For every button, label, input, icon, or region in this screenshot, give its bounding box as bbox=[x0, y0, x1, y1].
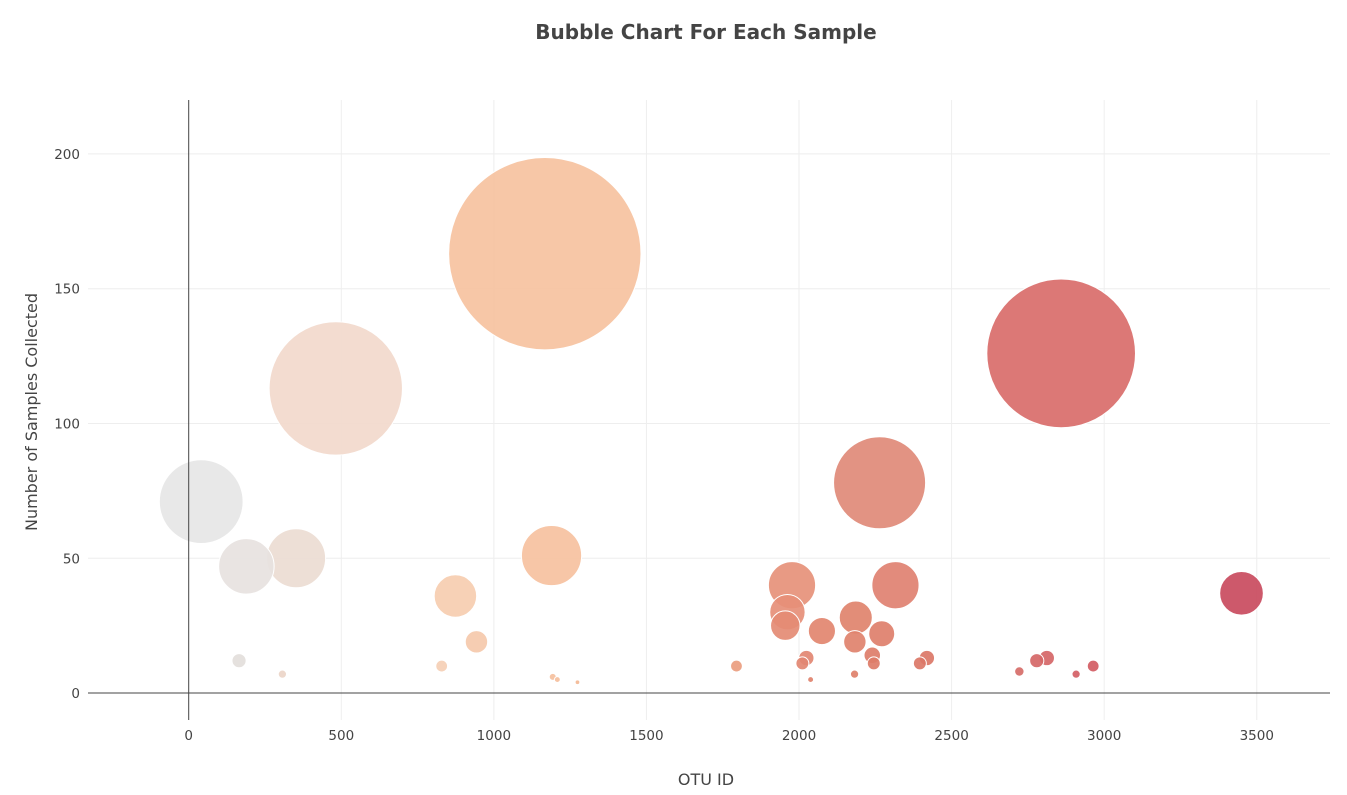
bubble-point[interactable] bbox=[158, 459, 244, 545]
bubble-point[interactable] bbox=[1086, 659, 1100, 673]
bubble-point[interactable] bbox=[433, 574, 478, 618]
bubble-point[interactable] bbox=[1014, 666, 1025, 677]
bubble-point[interactable] bbox=[574, 679, 581, 686]
bubble-point[interactable] bbox=[1219, 570, 1264, 616]
bubble-point[interactable] bbox=[553, 676, 561, 684]
bubble-point[interactable] bbox=[448, 156, 642, 351]
bubble-point[interactable] bbox=[218, 538, 275, 595]
bubble-series bbox=[158, 156, 1264, 686]
x-tick-labels: 0 500 1000 1500 2000 2500 3000 3500 bbox=[184, 728, 1274, 744]
bubble-point[interactable] bbox=[986, 278, 1136, 429]
x-axis-title: OTU ID bbox=[678, 770, 734, 789]
y-tick-labels: 0 50 100 150 200 bbox=[54, 147, 80, 702]
y-tick-label: 100 bbox=[54, 416, 80, 432]
y-tick-label: 200 bbox=[54, 147, 80, 163]
bubble-point[interactable] bbox=[838, 600, 873, 635]
bubble-point[interactable] bbox=[1071, 669, 1081, 679]
bubble-point[interactable] bbox=[520, 524, 583, 587]
bubble-point[interactable] bbox=[268, 321, 403, 456]
x-tick-label: 2000 bbox=[782, 728, 816, 744]
bubble-point[interactable] bbox=[849, 669, 860, 679]
x-tick-label: 3000 bbox=[1087, 728, 1121, 744]
chart-title: Bubble Chart For Each Sample bbox=[535, 20, 876, 44]
bubble-point[interactable] bbox=[866, 656, 881, 671]
bubble-point[interactable] bbox=[868, 620, 896, 648]
x-tick-label: 3500 bbox=[1240, 728, 1274, 744]
bubble-point[interactable] bbox=[730, 659, 743, 673]
y-tick-label: 150 bbox=[54, 282, 80, 298]
y-tick-label: 50 bbox=[63, 551, 80, 567]
bubble-point[interactable] bbox=[770, 610, 801, 641]
bubble-point[interactable] bbox=[871, 561, 920, 610]
y-axis-title: Number of Samples Collected bbox=[22, 293, 41, 531]
bubble-point[interactable] bbox=[1029, 653, 1045, 669]
bubble-point[interactable] bbox=[843, 630, 867, 654]
bubble-point[interactable] bbox=[807, 676, 815, 684]
bubble-point[interactable] bbox=[231, 653, 247, 669]
bubble-point[interactable] bbox=[266, 528, 327, 589]
bubble-point[interactable] bbox=[833, 436, 927, 530]
bubble-point[interactable] bbox=[435, 659, 449, 673]
x-tick-label: 500 bbox=[328, 728, 354, 744]
bubble-point[interactable] bbox=[277, 669, 288, 679]
bubble-point[interactable] bbox=[912, 656, 927, 671]
y-tick-label: 0 bbox=[71, 686, 80, 702]
x-tick-label: 1500 bbox=[629, 728, 663, 744]
bubble-point[interactable] bbox=[795, 656, 810, 671]
x-tick-label: 2500 bbox=[934, 728, 968, 744]
bubble-point[interactable] bbox=[807, 616, 836, 646]
x-tick-label: 1000 bbox=[477, 728, 511, 744]
bubble-point[interactable] bbox=[464, 630, 489, 654]
x-tick-label: 0 bbox=[184, 728, 193, 744]
